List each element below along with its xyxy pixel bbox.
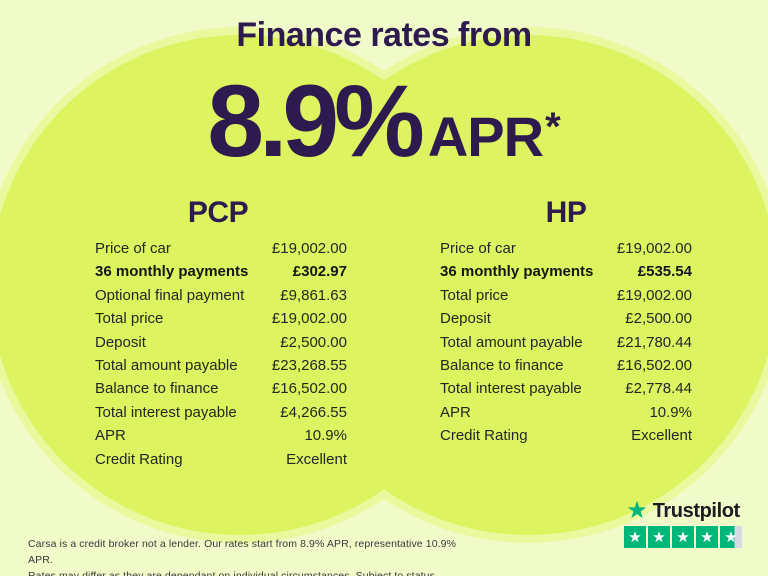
hp-table: Price of car £19,002.00 36 monthly payme… — [440, 237, 692, 448]
table-row: Total price £19,002.00 — [440, 284, 692, 307]
row-value: £2,500.00 — [625, 310, 692, 328]
trustpilot-half-star-icon — [720, 526, 742, 548]
row-value: 10.9% — [304, 427, 347, 445]
row-label: Total amount payable — [95, 356, 238, 374]
row-value: £19,002.00 — [271, 240, 347, 257]
table-row: Price of car £19,002.00 — [440, 237, 692, 260]
table-row: Total interest payable £2,778.44 — [440, 377, 692, 400]
trustpilot-star-icon — [696, 526, 718, 548]
row-label: Price of car — [440, 240, 516, 257]
pcp-table: Price of car £19,002.00 36 monthly payme… — [95, 237, 347, 471]
table-row: APR 10.9% — [440, 401, 692, 424]
trustpilot-star-icon — [624, 526, 646, 548]
row-value: 10.9% — [649, 403, 692, 421]
row-value: £302.97 — [292, 263, 347, 281]
row-label: APR — [440, 403, 471, 421]
row-label: 36 monthly payments — [95, 263, 249, 281]
rate-value: 8.9% — [207, 64, 424, 178]
trustpilot-wordmark: Trustpilot — [652, 499, 741, 522]
table-row: 36 monthly payments £302.97 — [95, 260, 347, 283]
table-row: Deposit £2,500.00 — [440, 307, 692, 330]
table-row: APR 10.9% — [95, 424, 347, 447]
row-label: 36 monthly payments — [440, 263, 594, 281]
row-value: £19,002.00 — [616, 286, 692, 304]
trustpilot-rating-stars — [624, 526, 742, 548]
row-label: Optional final payment — [95, 286, 245, 304]
right-circle — [278, 35, 768, 535]
row-value: £19,002.00 — [616, 240, 692, 257]
row-label: Balance to finance — [95, 380, 219, 398]
table-row: Total amount payable £23,268.55 — [95, 354, 347, 377]
table-row: Price of car £19,002.00 — [95, 237, 347, 260]
row-label: Price of car — [95, 240, 171, 257]
table-row: Balance to finance £16,502.00 — [440, 354, 692, 377]
row-value: Excellent — [631, 427, 692, 445]
row-value: £19,002.00 — [271, 310, 347, 328]
row-label: Deposit — [95, 333, 146, 351]
table-row: Total amount payable £21,780.44 — [440, 331, 692, 354]
row-label: Total price — [95, 310, 164, 328]
legal-disclaimer: Carsa is a credit broker not a lender. O… — [28, 537, 458, 576]
row-label: APR — [95, 427, 126, 445]
table-row: Balance to finance £16,502.00 — [95, 377, 347, 400]
headline: Finance rates from — [236, 16, 532, 54]
disclaimer-line-1: Carsa is a credit broker not a lender. O… — [28, 538, 457, 566]
table-row: 36 monthly payments £535.54 — [440, 260, 692, 283]
row-value: £23,268.55 — [271, 356, 347, 374]
table-row: Credit Rating Excellent — [95, 448, 347, 471]
row-label: Total amount payable — [440, 333, 583, 351]
row-value: £2,778.44 — [625, 380, 692, 398]
table-row: Optional final payment £9,861.63 — [95, 284, 347, 307]
rate-unit: APR — [427, 105, 544, 168]
hp-table-title: HP — [545, 196, 587, 229]
row-value: Excellent — [286, 450, 347, 468]
row-value: £16,502.00 — [616, 356, 692, 374]
asterisk-note: * — [545, 105, 561, 149]
rate-display: 8.9% APR * — [0, 70, 768, 172]
row-label: Total interest payable — [440, 380, 582, 398]
row-value: £9,861.63 — [280, 286, 347, 304]
table-row: Total price £19,002.00 — [95, 307, 347, 330]
row-label: Credit Rating — [440, 427, 528, 445]
row-value: £21,780.44 — [616, 333, 692, 351]
row-value: £16,502.00 — [271, 380, 347, 398]
row-label: Balance to finance — [440, 356, 564, 374]
trustpilot-star-icon — [648, 526, 670, 548]
trustpilot-star-icon — [672, 526, 694, 548]
row-label: Deposit — [440, 310, 491, 328]
trustpilot-logo: ★ Trustpilot — [626, 499, 740, 523]
trustpilot-widget: ★ Trustpilot — [620, 499, 746, 548]
row-label: Credit Rating — [95, 450, 183, 468]
row-label: Total price — [440, 286, 509, 304]
table-row: Credit Rating Excellent — [440, 424, 692, 447]
pcp-table-title: PCP — [187, 196, 249, 229]
row-label: Total interest payable — [95, 403, 237, 421]
table-row: Deposit £2,500.00 — [95, 331, 347, 354]
row-value: £2,500.00 — [280, 333, 347, 351]
row-value: £4,266.55 — [280, 403, 347, 421]
table-row: Total interest payable £4,266.55 — [95, 401, 347, 424]
disclaimer-line-2: Rates may differ as they are dependant o… — [28, 569, 438, 576]
trustpilot-star-icon: ★ — [626, 497, 648, 524]
row-value: £535.54 — [637, 263, 692, 281]
